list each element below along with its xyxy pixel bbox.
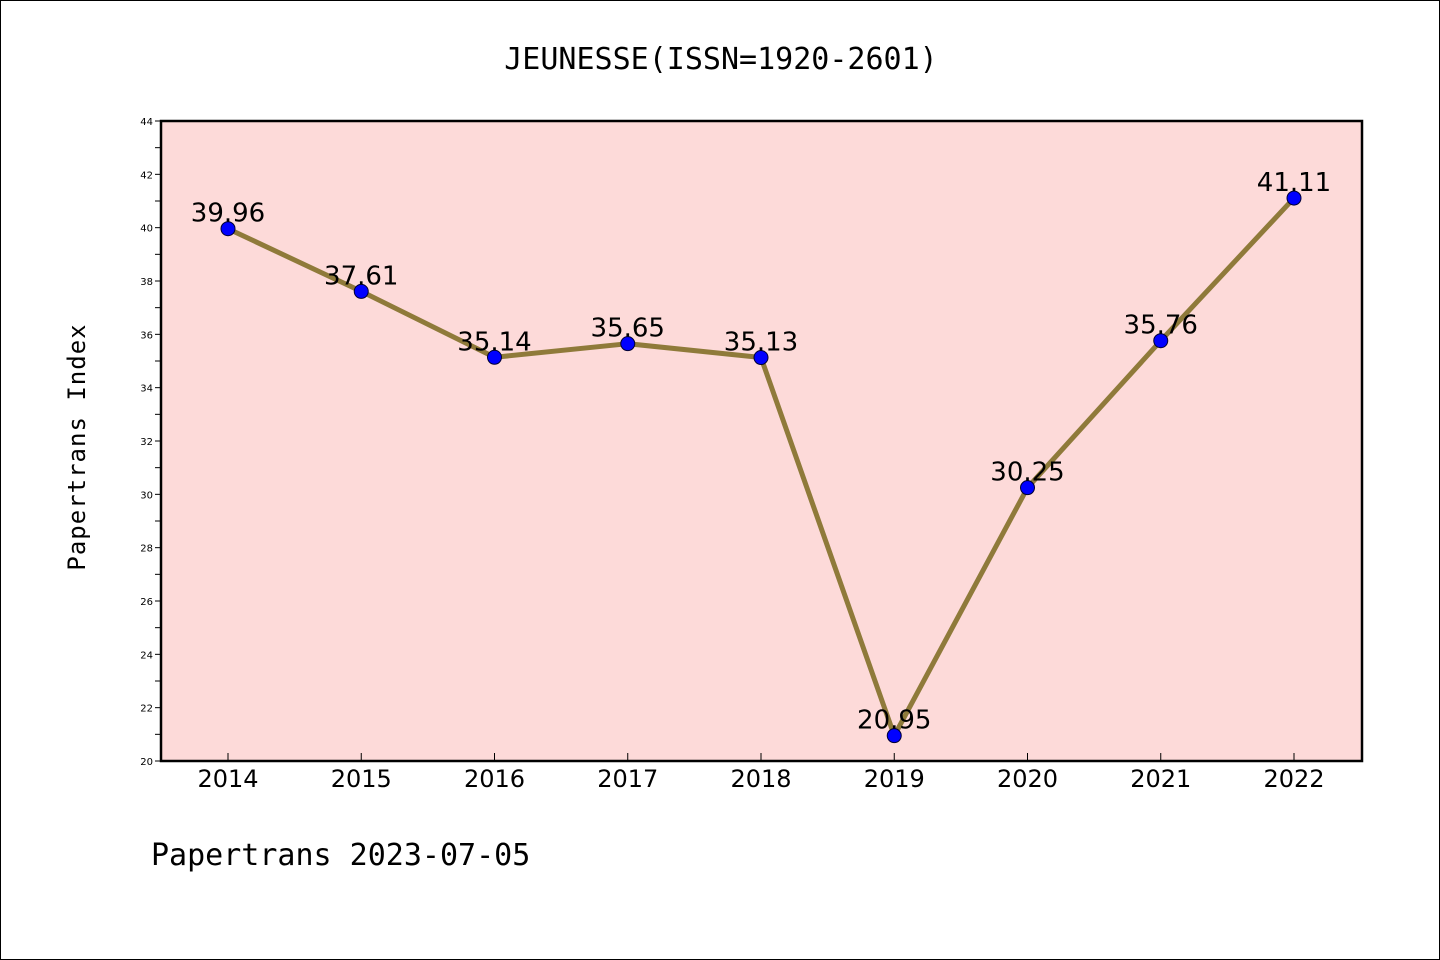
x-tick-label: 2020	[997, 765, 1058, 793]
y-tick-label: 40	[140, 224, 153, 235]
y-tick-label: 30	[140, 490, 153, 501]
plot-area	[159, 119, 1364, 763]
data-point	[1020, 480, 1035, 496]
data-label: 20.95	[857, 706, 931, 736]
y-tick-label: 20	[140, 757, 153, 768]
y-tick-label: 36	[140, 330, 153, 341]
x-axis: 2014 2015 2016 2017 2018 2019 2020 2021 2022	[197, 753, 1325, 793]
data-point	[487, 349, 502, 365]
data-labels: 39.96 37.61 35.14 35.65 35.13 20.95 30.25 35.76…	[191, 168, 1331, 736]
y-tick-label: 42	[140, 170, 153, 181]
x-tick-label: 2017	[597, 765, 658, 793]
x-tick-label: 2016	[464, 765, 525, 793]
data-label: 37.61	[324, 261, 398, 291]
y-axis: 20 22 24 26 28 30 32 34 36 38 40 42 44	[140, 117, 161, 768]
y-tick-label: 34	[140, 384, 153, 395]
footer-date-stamp: Papertrans 2023-07-05	[151, 838, 530, 873]
x-tick-label: 2018	[730, 765, 791, 793]
data-label: 35.14	[457, 327, 531, 357]
y-tick-label: 28	[140, 544, 153, 555]
y-tick-label: 22	[140, 704, 153, 715]
x-tick-label: 2019	[864, 765, 925, 793]
y-tick-label: 26	[140, 597, 153, 608]
data-label: 35.76	[1124, 311, 1198, 341]
y-tick-label: 32	[140, 437, 153, 448]
data-label: 39.96	[191, 199, 265, 229]
data-point	[220, 221, 236, 237]
data-point	[620, 336, 636, 352]
data-point	[1153, 333, 1169, 349]
data-label: 30.25	[990, 458, 1064, 488]
x-tick-label: 2015	[331, 765, 392, 793]
y-axis-label: Papertrans Index	[63, 323, 91, 570]
data-point	[753, 350, 769, 366]
x-tick-label: 2022	[1263, 765, 1324, 793]
data-point	[353, 283, 369, 299]
x-tick-label: 2014	[197, 765, 258, 793]
data-label: 41.11	[1257, 168, 1331, 198]
data-label: 35.13	[724, 328, 798, 358]
x-tick-label: 2021	[1130, 765, 1191, 793]
y-tick-label: 38	[140, 277, 153, 288]
y-tick-label: 24	[140, 650, 153, 661]
y-tick-label: 44	[140, 117, 153, 128]
data-label: 35.65	[591, 314, 665, 344]
chart-title: JEUNESSE(ISSN=1920-2601)	[504, 42, 937, 77]
series-markers	[220, 190, 1302, 744]
data-point	[1286, 190, 1302, 206]
data-point	[886, 728, 902, 744]
